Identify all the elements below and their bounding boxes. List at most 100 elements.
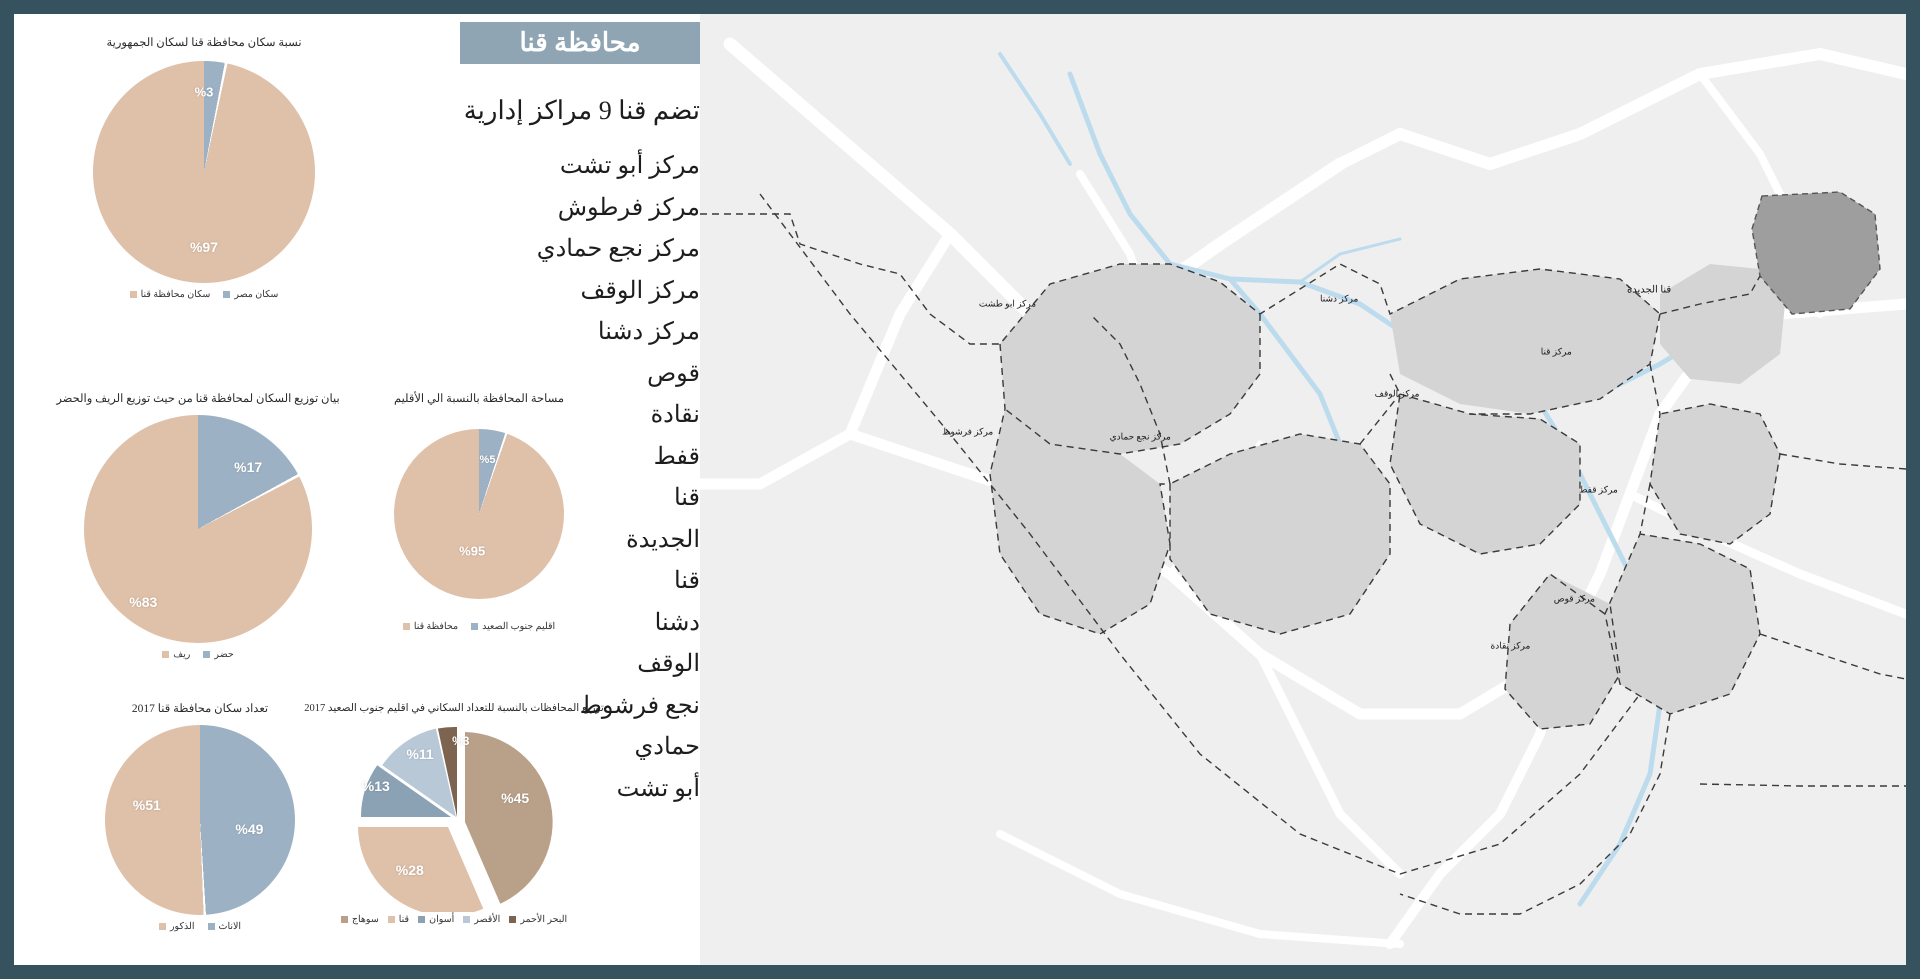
legend-swatch-icon: [203, 650, 211, 658]
pie-slice-label: %11: [406, 745, 434, 762]
list-item: أبو تشت: [616, 775, 700, 802]
map-label-abu-tesht: مركز ابو طشت: [978, 298, 1037, 309]
map-label-new-qena: قنا الجديدة: [1627, 284, 1672, 296]
intro-text: تضم قنا 9 مراكز إدارية: [463, 96, 700, 125]
legend-item: البحر الأحمر: [509, 914, 567, 925]
pie-slice-label: %45: [501, 789, 530, 806]
administrative-centers-list: مركز أبو تشت مركز فرطوش مركز نجع حمادي م…: [414, 146, 700, 810]
list-item: الجديدة: [626, 526, 700, 553]
legend-label: سوهاج: [351, 914, 379, 925]
list-item: نقادة: [650, 402, 700, 429]
pie-slice-label: %49: [235, 821, 264, 838]
legend-label: الاناث: [218, 921, 242, 932]
chart-qena-share-of-egypt: نسبة سكان محافظة قنا لسكان الجمهورية %3 …: [34, 36, 374, 300]
pie-slice-label: %95: [459, 543, 486, 559]
pie-slice-label: %28: [395, 861, 424, 878]
chart-legend: محافظة قنا اقليم جنوب الصعيد: [344, 621, 614, 632]
pie-slice-label: %5: [479, 453, 496, 466]
list-item: قفط: [653, 443, 700, 470]
legend-swatch-icon: [158, 922, 166, 930]
legend-swatch-icon: [223, 290, 231, 298]
chart-title: مساحة المحافظة بالنسبة الي الأقليم: [393, 393, 565, 405]
pie-qena-population-2017: %49 %51: [105, 724, 295, 915]
legend-item: الاناث: [207, 921, 242, 932]
map-label-el-waqf: مركز الوقف: [1374, 388, 1420, 399]
pie-area-vs-region: %5 %95: [394, 428, 564, 599]
list-item: مركز دشنا: [597, 319, 700, 346]
map-svg: [700, 14, 1906, 965]
legend-item: سكان محافظة قنا: [129, 289, 211, 300]
legend-label: أسوان: [429, 914, 455, 925]
legend-swatch-icon: [162, 650, 170, 658]
legend-swatch-icon: [402, 622, 410, 630]
legend-swatch-icon: [509, 915, 517, 923]
chart-title: توزيع المحافظات بالنسبة للتعداد السكاني …: [304, 703, 604, 714]
map-label-dishna: مركز دشنا: [1320, 293, 1359, 304]
legend-item: اقليم جنوب الصعيد: [471, 621, 555, 632]
pie-rural-urban: %17 %83: [84, 414, 312, 643]
center-text-column: محافظة قنا تضم قنا 9 مراكز إدارية مركز أ…: [394, 14, 700, 965]
legend-swatch-icon: [387, 915, 395, 923]
map-label-qift: مركز قفط: [1579, 484, 1618, 494]
pie-qena-share-of-egypt: %3 %97: [93, 60, 315, 283]
charts-panel: نسبة سكان محافظة قنا لسكان الجمهورية %3 …: [14, 14, 700, 965]
legend-item: سوهاج: [340, 914, 379, 925]
pie-slice-label: %3: [452, 733, 470, 748]
pie-slice-label: %51: [132, 796, 161, 813]
list-item: مركز أبو تشت: [559, 153, 700, 179]
page-title-text: محافظة قنا: [519, 28, 641, 57]
legend-label: قنا: [398, 914, 410, 925]
chart-rural-urban: بيان توزيع السكان لمحافظة قنا من حيث توز…: [28, 392, 368, 660]
list-item: قنا: [673, 568, 700, 595]
governorate-map[interactable]: مركز ابو طشت مركز فرشوط مركز نجع حمادي م…: [700, 14, 1906, 965]
chart-legend: سكان محافظة قنا سكان مصر: [34, 289, 374, 300]
chart-governorates-share: توزيع المحافظات بالنسبة للتعداد السكاني …: [284, 702, 624, 925]
legend-label: البحر الأحمر: [520, 914, 568, 925]
legend-item: الذكور: [158, 921, 195, 932]
legend-item: محافظة قنا: [402, 621, 459, 632]
legend-swatch-icon: [463, 915, 471, 923]
legend-label: الأقصر: [474, 914, 501, 925]
map-label-naqada: مركز نقادة: [1490, 640, 1531, 651]
list-item: الوقف: [637, 651, 700, 678]
legend-item: قنا: [387, 914, 410, 925]
legend-label: اقليم جنوب الصعيد: [482, 621, 556, 632]
pie-slice-label: %13: [361, 778, 390, 795]
pie-slice-label: %3: [194, 84, 214, 100]
list-item: مركز الوقف: [580, 277, 700, 304]
legend-label: الذكور: [169, 921, 195, 932]
pie-slice-label: %17: [234, 459, 263, 476]
legend-label: سكان مصر: [234, 289, 279, 300]
legend-item: ريف: [162, 649, 190, 660]
map-label-qena: مركز قنا: [1540, 346, 1572, 357]
pie-slice-label: %97: [189, 239, 219, 256]
chart-legend: سوهاج قنا أسوان الأقصر البحر الأحمر: [284, 914, 624, 925]
map-label-nagaa-hammadi: مركز نجع حمادي: [1109, 431, 1171, 442]
legend-label: سكان محافظة قنا: [140, 289, 211, 300]
list-item: مركز نجع حمادي: [536, 236, 700, 263]
legend-swatch-icon: [129, 290, 137, 298]
list-item: حمادي: [634, 734, 701, 761]
legend-item: سكان مصر: [223, 289, 278, 300]
legend-item: الأقصر: [463, 914, 500, 925]
map-label-qus: مركز قوص: [1553, 593, 1595, 604]
legend-swatch-icon: [340, 915, 348, 923]
chart-title: نسبة سكان محافظة قنا لسكان الجمهورية: [106, 37, 302, 49]
legend-label: ريف: [173, 649, 191, 660]
chart-legend: ريف حضر: [28, 649, 368, 660]
list-item: دشنا: [654, 609, 700, 636]
legend-swatch-icon: [418, 915, 426, 923]
pie-governorates-share: [358, 726, 553, 912]
page-title: محافظة قنا: [460, 22, 700, 64]
poster-canvas: نسبة سكان محافظة قنا لسكان الجمهورية %3 …: [14, 14, 1906, 965]
legend-item: أسوان: [418, 914, 454, 925]
chart-area-vs-region: مساحة المحافظة بالنسبة الي الأقليم %5 %9…: [344, 392, 614, 632]
chart-qena-population-2017: تعداد سكان محافظة قنا 2017 %49 %51 الذكو…: [50, 702, 350, 932]
legend-item: حضر: [203, 649, 234, 660]
legend-label: محافظة قنا: [413, 621, 459, 632]
legend-label: حضر: [214, 649, 234, 660]
legend-swatch-icon: [471, 622, 479, 630]
list-item: قنا: [673, 485, 700, 512]
pie-slice-label: %83: [129, 593, 158, 610]
